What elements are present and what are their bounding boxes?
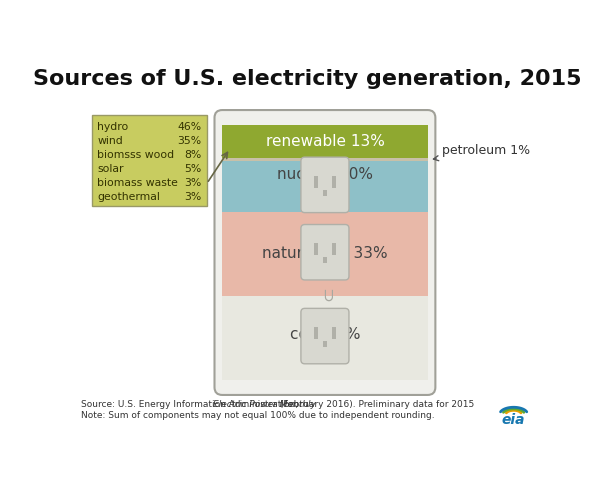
Text: 46%: 46%: [177, 122, 202, 132]
Text: biomsss wood: biomsss wood: [97, 150, 175, 160]
Bar: [222, 212, 428, 296]
Text: Note: Sum of components may not equal 100% due to independent rounding.: Note: Sum of components may not equal 10…: [81, 411, 435, 420]
Text: biomass waste: biomass waste: [97, 178, 178, 188]
Bar: [323, 340, 327, 347]
Text: natural gas 33%: natural gas 33%: [262, 246, 388, 262]
Text: geothermal: geothermal: [97, 192, 160, 202]
FancyBboxPatch shape: [215, 110, 436, 395]
Text: 3%: 3%: [184, 192, 202, 202]
Text: Sources of U.S. electricity generation, 2015: Sources of U.S. electricity generation, …: [33, 69, 582, 89]
Bar: [314, 243, 318, 256]
Bar: [332, 243, 336, 256]
Bar: [222, 158, 428, 161]
Text: nuclear 20%: nuclear 20%: [277, 167, 373, 182]
Text: hydro: hydro: [97, 122, 129, 132]
Text: 3%: 3%: [184, 178, 202, 188]
Bar: [323, 257, 327, 263]
Text: renewable 13%: renewable 13%: [265, 134, 385, 150]
Text: Electric Power Monthly: Electric Power Monthly: [213, 400, 316, 409]
Text: petroleum 1%: petroleum 1%: [433, 144, 530, 160]
Bar: [332, 327, 336, 339]
Text: 8%: 8%: [184, 150, 202, 160]
Text: 35%: 35%: [177, 136, 202, 145]
Text: ⊃: ⊃: [316, 288, 334, 304]
FancyBboxPatch shape: [301, 308, 349, 364]
Bar: [222, 296, 428, 380]
Text: solar: solar: [97, 164, 124, 173]
Bar: [222, 126, 428, 158]
Text: (February 2016). Preliminary data for 2015: (February 2016). Preliminary data for 20…: [277, 400, 475, 409]
Bar: [92, 116, 207, 206]
Text: 5%: 5%: [184, 164, 202, 173]
Bar: [323, 190, 327, 196]
Text: coal 33%: coal 33%: [290, 327, 360, 342]
Text: eia: eia: [502, 414, 526, 428]
Bar: [332, 176, 336, 188]
FancyBboxPatch shape: [301, 157, 349, 212]
Text: Source: U.S. Energy Information Administration,: Source: U.S. Energy Information Administ…: [81, 400, 301, 409]
Text: wind: wind: [97, 136, 123, 145]
FancyBboxPatch shape: [301, 224, 349, 280]
Bar: [314, 327, 318, 339]
Bar: [314, 176, 318, 188]
Bar: [222, 161, 428, 212]
